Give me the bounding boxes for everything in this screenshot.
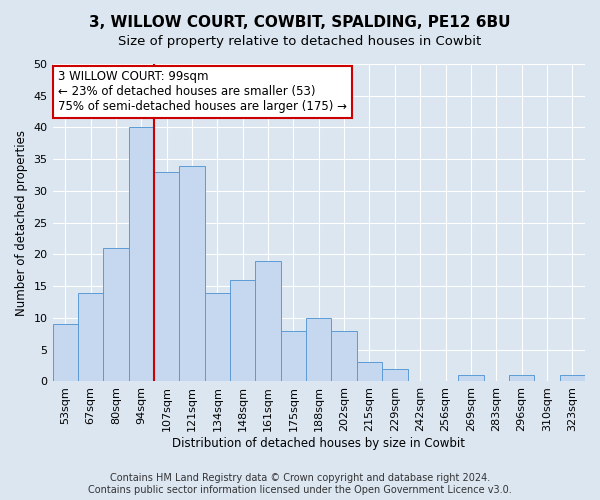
Bar [179, 166, 205, 382]
Bar [509, 375, 534, 382]
Y-axis label: Number of detached properties: Number of detached properties [15, 130, 28, 316]
Text: 3, WILLOW COURT, COWBIT, SPALDING, PE12 6BU: 3, WILLOW COURT, COWBIT, SPALDING, PE12 … [89, 15, 511, 30]
Bar [230, 280, 256, 382]
Text: Contains HM Land Registry data © Crown copyright and database right 2024.
Contai: Contains HM Land Registry data © Crown c… [88, 474, 512, 495]
Bar [306, 318, 331, 382]
Text: Size of property relative to detached houses in Cowbit: Size of property relative to detached ho… [118, 35, 482, 48]
Bar [382, 369, 407, 382]
Bar [53, 324, 78, 382]
Bar [357, 362, 382, 382]
Bar [128, 128, 154, 382]
Bar [154, 172, 179, 382]
Bar [103, 248, 128, 382]
Bar [458, 375, 484, 382]
Bar [281, 330, 306, 382]
Bar [256, 261, 281, 382]
Bar [205, 292, 230, 382]
X-axis label: Distribution of detached houses by size in Cowbit: Distribution of detached houses by size … [172, 437, 465, 450]
Text: 3 WILLOW COURT: 99sqm
← 23% of detached houses are smaller (53)
75% of semi-deta: 3 WILLOW COURT: 99sqm ← 23% of detached … [58, 70, 347, 114]
Bar [560, 375, 585, 382]
Bar [331, 330, 357, 382]
Bar [78, 292, 103, 382]
